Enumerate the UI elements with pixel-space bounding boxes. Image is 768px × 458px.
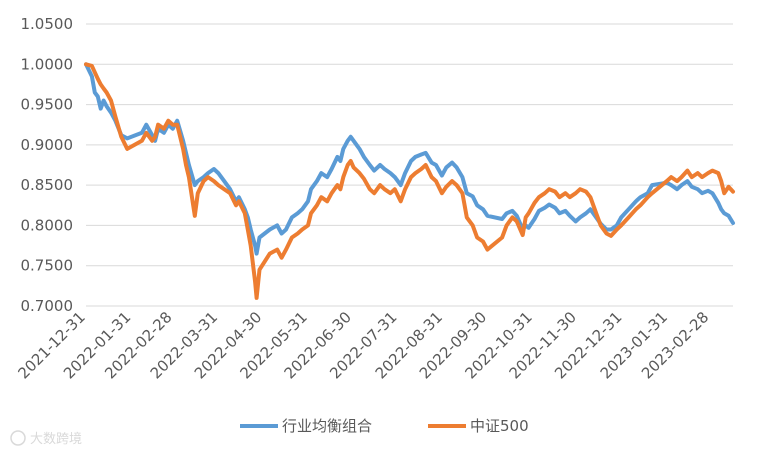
watermark-text: 大数跨境 [30,432,82,447]
legend: 行业均衡组合 中证500 [240,417,529,435]
y-tick-label: 0.7500 [21,257,74,275]
y-tick-label: 1.0500 [21,15,74,33]
series-line-2 [84,62,735,300]
y-tick-label: 0.9500 [21,96,74,114]
series-line-1 [84,62,735,256]
watermark: 大数跨境 [10,430,82,447]
y-tick-label: 0.9000 [21,136,74,154]
x-axis-ticks: 2021-12-312022-01-312022-02-282022-03-31… [14,308,712,382]
series-lines [84,62,735,300]
legend-label-1: 行业均衡组合 [282,417,372,435]
y-tick-label: 0.8000 [21,216,74,234]
y-tick-label: 0.7000 [21,297,74,315]
y-axis-ticks: 0.7000 0.7500 0.8000 0.8500 0.9000 0.9500 1.00… [21,15,74,315]
watermark-logo-icon [10,430,26,446]
y-tick-label: 1.0000 [21,55,74,73]
y-tick-label: 0.8500 [21,176,74,194]
legend-label-2: 中证500 [470,417,529,435]
